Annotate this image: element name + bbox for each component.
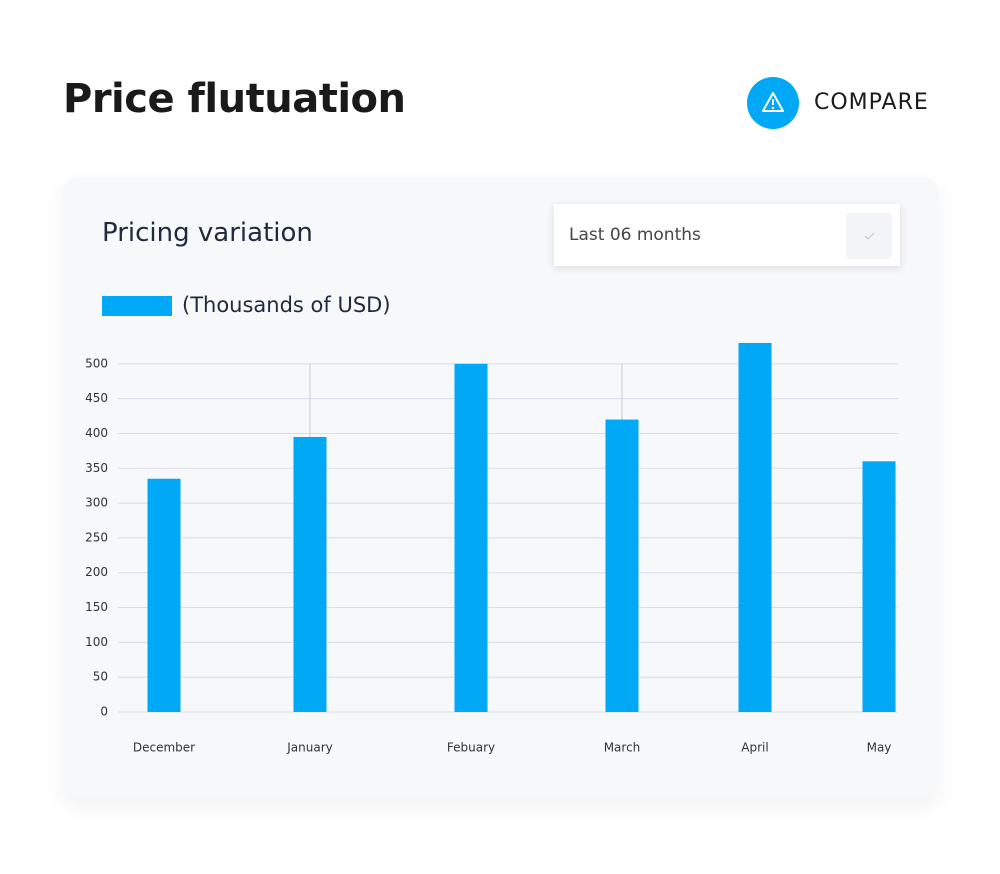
- x-tick-label: December: [133, 741, 195, 755]
- compare-icon[interactable]: [747, 77, 799, 129]
- y-tick-label: 400: [85, 426, 108, 440]
- y-tick-label: 500: [85, 356, 108, 370]
- y-tick-label: 250: [85, 530, 108, 544]
- y-tick-label: 50: [93, 670, 108, 684]
- page-title: Price flutuation: [63, 76, 406, 122]
- card-title: Pricing variation: [102, 218, 313, 248]
- x-tick-label: April: [741, 741, 768, 755]
- dropdown-toggle[interactable]: [846, 213, 892, 259]
- dropdown-text: Last 06 months: [569, 225, 701, 245]
- x-tick-label: Febuary: [447, 741, 495, 755]
- y-tick-label: 450: [85, 391, 108, 405]
- y-tick-label: 100: [85, 635, 108, 649]
- bar: [862, 461, 896, 712]
- bar: [454, 363, 488, 712]
- y-tick-label: 300: [85, 496, 108, 510]
- y-tick-label: 350: [85, 461, 108, 475]
- check-icon: [864, 232, 875, 240]
- bar: [738, 342, 772, 712]
- compare-button[interactable]: COMPARE: [814, 90, 929, 115]
- y-tick-label: 150: [85, 600, 108, 614]
- legend-swatch: [102, 296, 172, 316]
- dropdown[interactable]: Last 06 months: [554, 204, 900, 266]
- x-tick-label: March: [604, 741, 641, 755]
- warning-icon: [762, 92, 784, 112]
- bar: [147, 478, 181, 712]
- x-tick-label: May: [867, 741, 892, 755]
- x-tick-label: January: [286, 741, 333, 755]
- y-tick-label: 200: [85, 565, 108, 579]
- y-tick-label: 0: [100, 705, 108, 719]
- bar: [293, 436, 327, 712]
- bar: [605, 419, 639, 712]
- legend-label: (Thousands of USD): [182, 293, 391, 317]
- card: [63, 178, 938, 798]
